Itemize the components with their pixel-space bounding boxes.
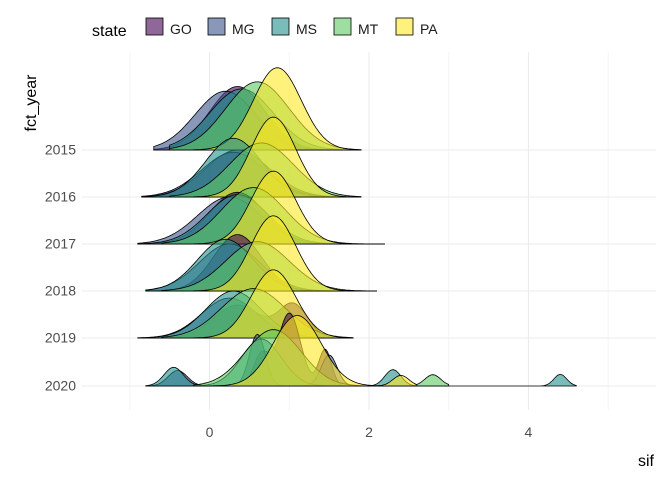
legend: state GO MG MS MT PA — [92, 17, 438, 40]
ridge-2016-pa — [193, 116, 354, 198]
x-axis-title: sif — [638, 453, 655, 470]
legend-items: GO MG MS MT PA — [145, 17, 438, 37]
x-tick-labels: 0 2 4 — [206, 424, 533, 440]
y-tick-label-2019: 2019 — [45, 330, 76, 346]
legend-swatch-ms — [271, 17, 290, 36]
y-tick-label-2018: 2018 — [45, 283, 76, 299]
legend-label-pa: PA — [420, 21, 438, 37]
ridges — [137, 67, 577, 387]
legend-label-mt: MT — [358, 21, 379, 37]
legend-title: state — [92, 23, 127, 40]
y-axis-title: fct_year — [23, 74, 40, 132]
y-tick-label-2020: 2020 — [45, 378, 76, 394]
x-tick-label-0: 0 — [206, 424, 214, 440]
legend-label-go: GO — [170, 21, 192, 37]
y-tick-labels: 2015 2016 2017 2018 2019 2020 — [45, 142, 76, 394]
y-tick-label-2016: 2016 — [45, 189, 76, 205]
ridge-2020-ms — [145, 338, 577, 387]
ridge-2018-pa — [193, 215, 361, 292]
legend-label-mg: MG — [232, 21, 255, 37]
legend-swatch-mg — [207, 17, 226, 36]
legend-label-ms: MS — [296, 21, 317, 37]
ridge-2019-pa — [193, 269, 354, 339]
ridge-2017-pa — [193, 170, 361, 245]
legend-swatch-go — [145, 17, 164, 36]
legend-swatch-mt — [333, 17, 352, 36]
y-tick-label-2015: 2015 — [45, 142, 76, 158]
grid-lines — [82, 52, 656, 410]
ridge-2020-pa — [209, 315, 418, 387]
x-tick-label-4: 4 — [525, 424, 533, 440]
legend-swatch-pa — [395, 17, 414, 36]
x-tick-label-2: 2 — [365, 424, 373, 440]
y-tick-label-2017: 2017 — [45, 236, 76, 252]
